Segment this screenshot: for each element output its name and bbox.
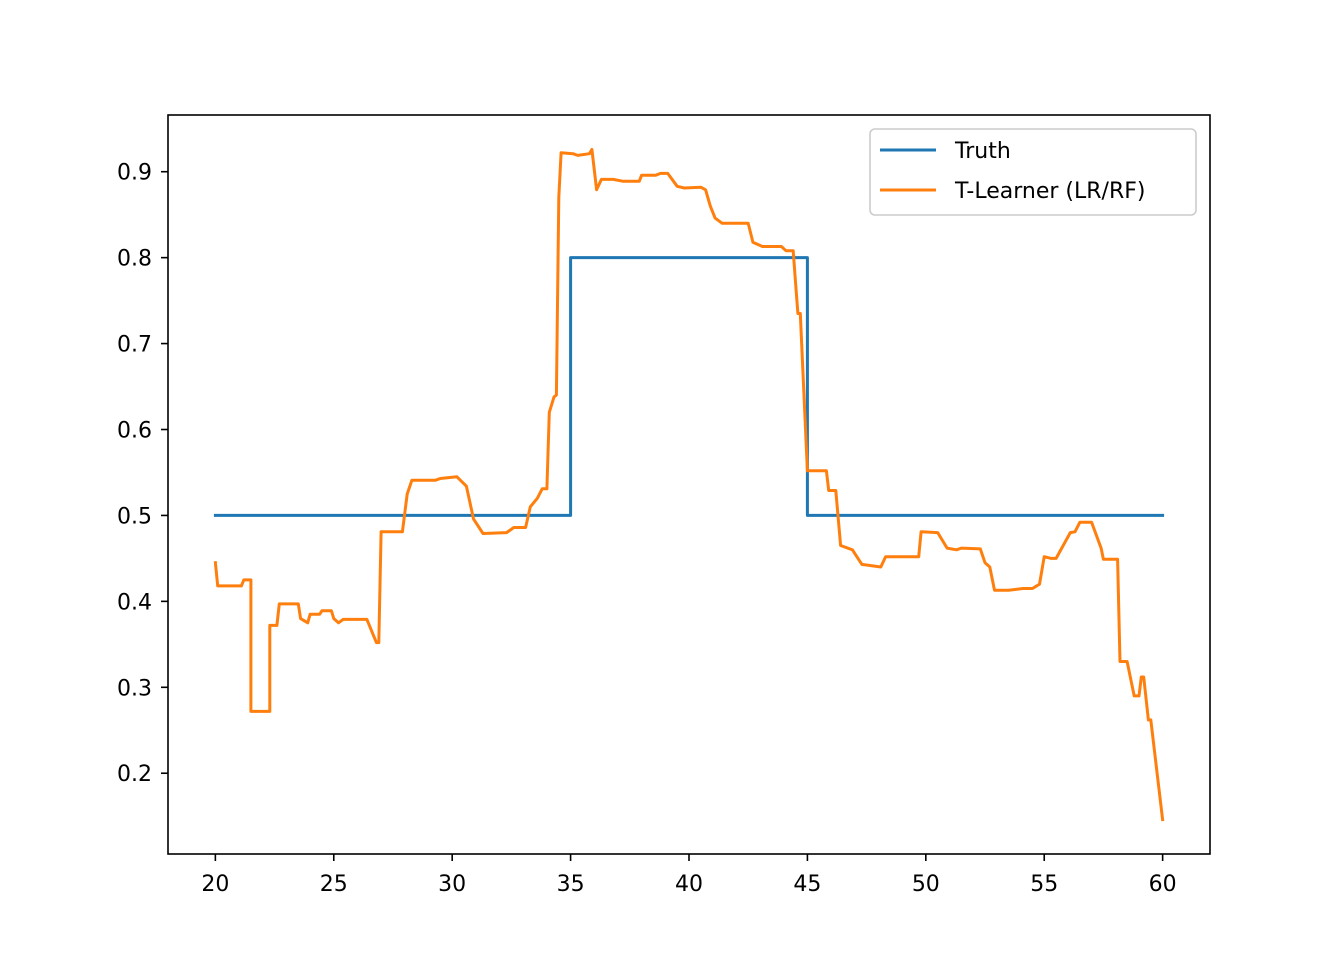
x-tick-label: 40: [675, 872, 703, 897]
y-tick-label: 0.6: [117, 419, 152, 444]
x-tick-label: 30: [438, 872, 466, 897]
y-tick-label: 0.4: [117, 590, 152, 615]
x-tick-label: 25: [320, 872, 348, 897]
y-axis: 0.2 0.3 0.4 0.5 0.6 0.7 0.8 0.9: [117, 161, 168, 787]
legend-box: [869, 128, 1197, 216]
x-tick-label: 50: [912, 872, 940, 897]
series-line-t-learner: [213, 147, 1165, 822]
x-tick-label: 35: [557, 872, 585, 897]
legend-label: Truth: [954, 139, 1011, 164]
series-lines: [213, 147, 1165, 822]
y-tick-label: 0.7: [117, 333, 152, 358]
x-tick-label: 60: [1149, 872, 1177, 897]
x-axis: 20 25 30 35 40 45 50 55 60: [201, 854, 1177, 897]
x-tick-label: 20: [201, 872, 229, 897]
y-tick-label: 0.9: [117, 161, 152, 186]
y-tick-label: 0.5: [117, 504, 152, 529]
legend-label: T-Learner (LR/RF): [954, 179, 1145, 204]
x-tick-label: 55: [1030, 872, 1058, 897]
y-tick-label: 0.3: [117, 676, 152, 701]
x-tick-label: 45: [793, 872, 821, 897]
legend: Truth T-Learner (LR/RF): [869, 128, 1197, 216]
y-tick-label: 0.2: [117, 762, 152, 787]
y-tick-label: 0.8: [117, 247, 152, 272]
series-line-truth: [213, 256, 1165, 517]
